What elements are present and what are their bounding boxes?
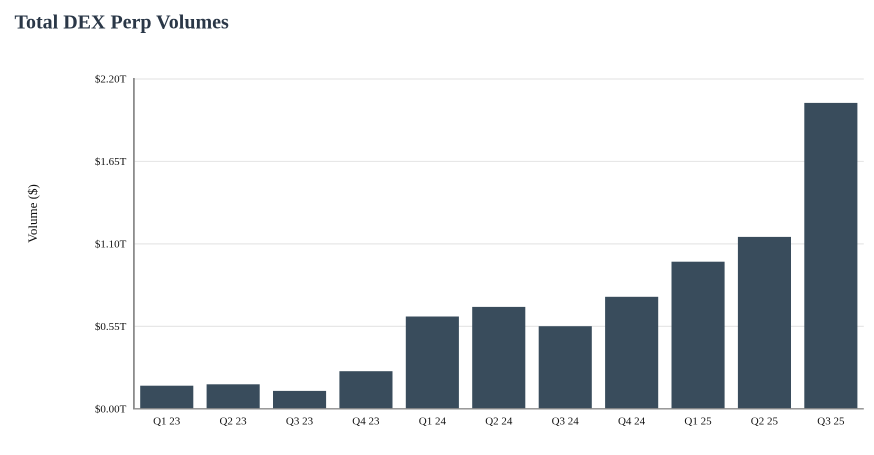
svg-text:Q1 25: Q1 25 bbox=[684, 416, 712, 428]
svg-text:Q2 24: Q2 24 bbox=[485, 416, 513, 428]
svg-text:Q4 23: Q4 23 bbox=[352, 416, 380, 428]
svg-text:$0.00T: $0.00T bbox=[95, 403, 127, 415]
svg-text:Q3 25: Q3 25 bbox=[817, 416, 845, 428]
svg-text:Q3 23: Q3 23 bbox=[286, 416, 314, 428]
svg-text:$1.10T: $1.10T bbox=[95, 239, 127, 251]
svg-text:Q2 23: Q2 23 bbox=[219, 416, 247, 428]
svg-text:Q3 24: Q3 24 bbox=[552, 416, 580, 428]
svg-text:Q1 23: Q1 23 bbox=[153, 416, 181, 428]
svg-text:$1.65T: $1.65T bbox=[95, 156, 127, 168]
svg-text:Total DEX Perp Volumes: Total DEX Perp Volumes bbox=[15, 12, 230, 34]
svg-text:Q2 25: Q2 25 bbox=[751, 416, 779, 428]
svg-text:$2.20T: $2.20T bbox=[95, 74, 127, 86]
svg-text:Q4 24: Q4 24 bbox=[618, 416, 646, 428]
svg-text:Q1 24: Q1 24 bbox=[419, 416, 447, 428]
svg-text:Volume ($): Volume ($) bbox=[25, 184, 40, 243]
svg-text:$0.55T: $0.55T bbox=[95, 321, 127, 333]
